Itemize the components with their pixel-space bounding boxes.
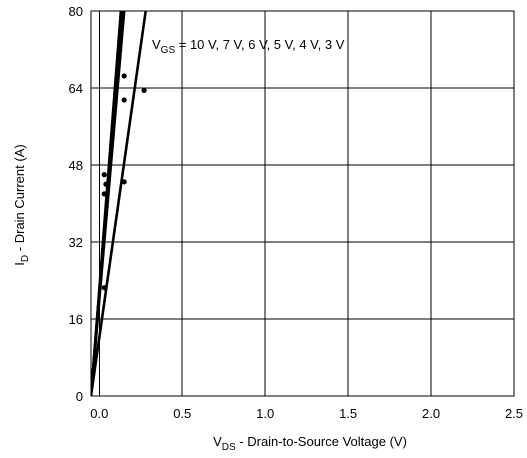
series-line (91, 11, 147, 396)
grid (91, 10, 515, 397)
data-markers (101, 73, 147, 291)
x-tick-label: 0.0 (90, 406, 108, 421)
vgs-annotation: VGS = 10 V, 7 V, 6 V, 5 V, 4 V, 3 V (152, 37, 345, 56)
x-tick-label: 2.0 (422, 406, 440, 421)
y-tick-label: 80 (69, 4, 83, 19)
data-point (101, 191, 107, 197)
x-tick-label: 2.5 (505, 406, 523, 421)
y-tick-labels: 0 16 32 48 64 80 (69, 4, 83, 404)
data-point (101, 285, 107, 291)
data-point (103, 181, 109, 187)
y-tick-label: 32 (69, 235, 83, 250)
data-point (121, 73, 127, 79)
plot-frame (90, 10, 515, 397)
y-tick-label: 0 (76, 389, 83, 404)
series-line (91, 11, 126, 396)
x-tick-label: 1.5 (339, 406, 357, 421)
data-point (121, 179, 127, 185)
x-axis-label: VDS - Drain-to-Source Voltage (V) (213, 434, 407, 453)
y-axis-label: ID - Drain Current (A) (12, 144, 31, 265)
data-point (101, 172, 107, 178)
data-point (141, 87, 147, 94)
x-tick-label: 1.0 (256, 406, 274, 421)
x-tick-labels: 0.0 0.5 1.0 1.5 2.0 2.5 (90, 406, 523, 421)
y-tick-label: 64 (69, 81, 83, 96)
data-point (121, 97, 127, 103)
curves (91, 11, 147, 396)
x-tick-label: 0.5 (173, 406, 191, 421)
y-tick-label: 48 (69, 158, 83, 173)
y-tick-label: 16 (69, 312, 83, 327)
